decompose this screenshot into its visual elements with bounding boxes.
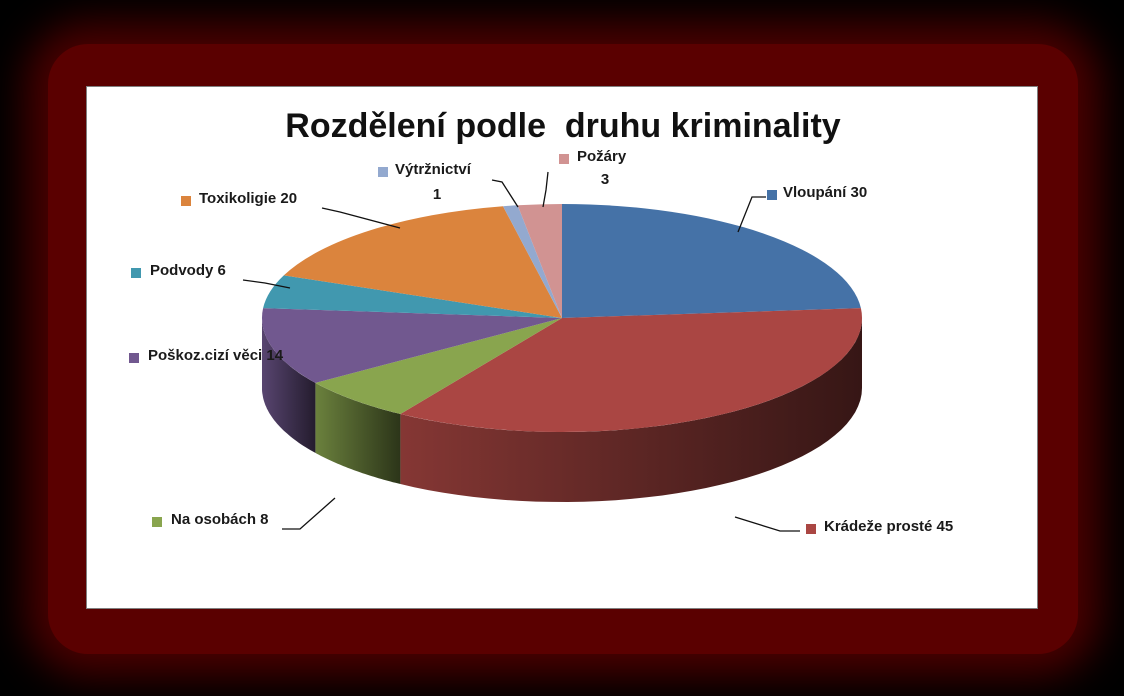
leader-line-Krádeže prosté xyxy=(734,516,800,532)
slice-side-Na osobách xyxy=(315,382,401,484)
data-label-Podvody: Podvody 6 xyxy=(150,262,226,279)
data-label-Výtržnictví: Výtržnictví xyxy=(395,161,472,178)
legend-key-Požáry xyxy=(559,154,569,164)
data-label-value-Výtržnictví: 1 xyxy=(433,186,441,203)
leader-line-Podvody xyxy=(242,279,291,289)
legend-key-Výtržnictví xyxy=(378,167,388,177)
slice-Vloupání xyxy=(562,204,861,318)
legend-key-Vloupání xyxy=(767,190,777,200)
data-label-Požáry: Požáry xyxy=(577,148,627,165)
data-label-Krádeže prosté: Krádeže prosté 45 xyxy=(824,518,953,535)
slice-Podvody xyxy=(263,275,562,318)
data-label-value-Požáry: 3 xyxy=(601,171,609,188)
data-label-Toxikoligie: Toxikoligie 20 xyxy=(199,190,297,207)
legend-key-Poškoz.cizí věci xyxy=(129,353,139,363)
slice-side-Poškoz.cizí věci xyxy=(262,318,316,453)
slice-Toxikoligie xyxy=(283,206,562,318)
legend-key-Podvody xyxy=(131,268,141,278)
slice-Poškoz.cizí věci xyxy=(261,308,562,383)
slice-Výtržnictví xyxy=(503,205,562,318)
leader-line-Vloupání xyxy=(737,196,766,233)
legend-key-Krádeže prosté xyxy=(806,524,816,534)
leader-line-Požáry xyxy=(542,171,549,208)
slice-Krádeže prosté xyxy=(400,308,863,432)
leader-line-Na osobách xyxy=(282,497,336,530)
leader-line-Toxikoligie xyxy=(321,207,401,229)
chart-title: Rozdělení podle druhu kriminality xyxy=(285,107,841,145)
data-label-Na osobách: Na osobách 8 xyxy=(171,511,269,528)
data-label-Vloupání: Vloupání 30 xyxy=(783,184,867,201)
slice-Na osobách xyxy=(315,318,562,414)
data-label-Poškoz.cizí věci: Poškoz.cizí věci 14 xyxy=(148,347,284,364)
legend-key-Na osobách xyxy=(152,517,162,527)
slice-Požáry xyxy=(517,204,562,318)
slice-side-Krádeže prosté xyxy=(400,318,862,502)
legend-key-Toxikoligie xyxy=(181,196,191,206)
leader-line-Výtržnictví xyxy=(491,179,519,208)
